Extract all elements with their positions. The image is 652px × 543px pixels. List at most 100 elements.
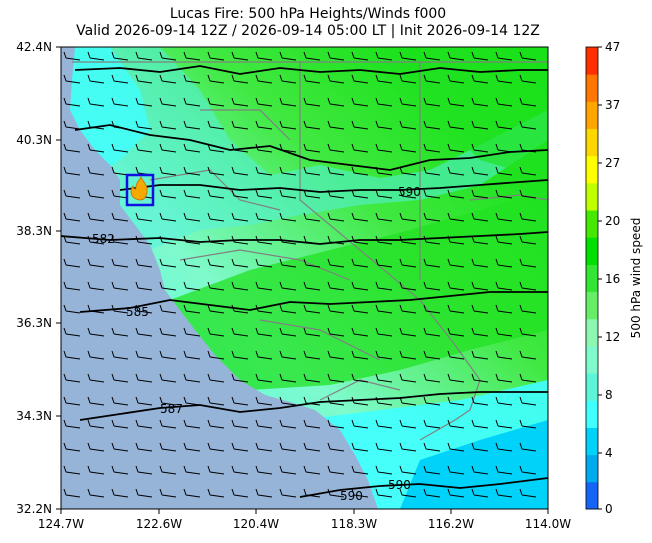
wind-barb (495, 120, 513, 130)
wind-barb (471, 327, 489, 337)
wind-barb (423, 442, 441, 452)
wind-barb (231, 327, 249, 337)
lat-tick-label: 32.2N (16, 502, 52, 516)
wind-barb (111, 258, 129, 268)
wind-barb (519, 350, 537, 360)
wind-barb (279, 74, 297, 84)
wind-barb (471, 442, 489, 452)
wind-barb (399, 327, 417, 337)
wind-barb (519, 235, 537, 245)
wind-barb (183, 281, 201, 291)
wind-barb (255, 212, 273, 222)
wind-barb (447, 442, 465, 452)
wind-barb (375, 281, 393, 291)
wind-barb (159, 488, 177, 498)
wind-barb (87, 166, 105, 176)
wind-barb (423, 166, 441, 176)
wind-barb (495, 373, 513, 383)
wind-barb (279, 143, 297, 153)
wind-barb (279, 442, 297, 452)
wind-barb (351, 373, 369, 383)
map-title: Lucas Fire: 500 hPa Heights/Winds f000 (169, 6, 447, 22)
wind-barb (399, 465, 417, 475)
wind-barb (231, 488, 249, 498)
wind-barb (519, 120, 537, 130)
wind-barb (135, 258, 153, 268)
wind-barb (399, 120, 417, 130)
wind-barb (63, 51, 81, 61)
wind-barb (231, 97, 249, 107)
colorbar-ticks: 47 37 27 20 16 12 8 4 0 (598, 40, 620, 516)
wind-barb (63, 97, 81, 107)
wind-barb (519, 143, 537, 153)
wind-barb (207, 212, 225, 222)
wind-barb (303, 419, 321, 429)
wind-barb (63, 212, 81, 222)
wind-barb (447, 488, 465, 498)
wind-barb (87, 304, 105, 314)
wind-barb (495, 465, 513, 475)
wind-barb (375, 51, 393, 61)
wind-barb (375, 373, 393, 383)
wind-barb (375, 465, 393, 475)
wind-barb (303, 212, 321, 222)
wind-barb (159, 143, 177, 153)
lat-tick-label: 42.4N (16, 40, 52, 54)
wind-barb (423, 120, 441, 130)
wind-barb (495, 51, 513, 61)
wind-barb (111, 350, 129, 360)
wind-barb (63, 258, 81, 268)
wind-barb (207, 51, 225, 61)
wind-barb (207, 373, 225, 383)
wind-barb (495, 212, 513, 222)
wind-barb (495, 74, 513, 84)
wind-barb (183, 396, 201, 406)
wind-barb (519, 166, 537, 176)
wind-barb (519, 51, 537, 61)
wind-barb (255, 488, 273, 498)
wind-barb (471, 488, 489, 498)
wind-barb (471, 304, 489, 314)
wind-barb (375, 396, 393, 406)
wind-barb (279, 166, 297, 176)
wind-barb (279, 373, 297, 383)
wind-barb (231, 166, 249, 176)
wind-barb (399, 304, 417, 314)
wind-barb (279, 258, 297, 268)
wind-barb (231, 189, 249, 199)
wind-barb (159, 442, 177, 452)
colorbar-segment (586, 182, 598, 211)
wind-barb (183, 419, 201, 429)
wind-barb (255, 166, 273, 176)
wind-barb (303, 97, 321, 107)
wind-barb (159, 212, 177, 222)
wind-barb (303, 143, 321, 153)
wind-barb (423, 350, 441, 360)
wind-barb (207, 120, 225, 130)
wind-barb (111, 74, 129, 84)
wind-barb (207, 304, 225, 314)
wind-barb (519, 189, 537, 199)
wind-barb (87, 74, 105, 84)
wind-band-green-ne (420, 47, 548, 180)
wind-barb (231, 235, 249, 245)
wind-barb (495, 304, 513, 314)
wind-barb (399, 281, 417, 291)
wind-barb (135, 442, 153, 452)
wind-barb (375, 488, 393, 498)
wind-barb (375, 235, 393, 245)
colorbar-tick-label: 20 (605, 214, 620, 228)
wind-barb (63, 327, 81, 337)
wind-barb (399, 51, 417, 61)
contour-label: 582 (92, 232, 115, 246)
wind-band-green (170, 190, 548, 390)
wind-barb (87, 281, 105, 291)
wind-barb (423, 465, 441, 475)
wind-barb (135, 327, 153, 337)
wind-barb (471, 419, 489, 429)
wind-barb (327, 281, 345, 291)
wind-barb (255, 51, 273, 61)
wind-barb (471, 281, 489, 291)
wind-barb (183, 97, 201, 107)
wind-barb (183, 488, 201, 498)
